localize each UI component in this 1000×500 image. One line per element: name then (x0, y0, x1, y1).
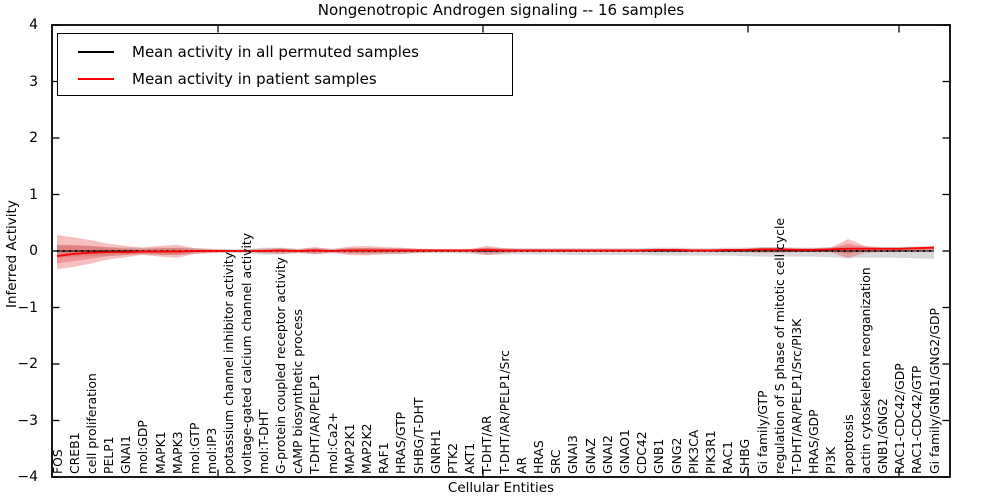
legend-line-permuted-icon (78, 50, 114, 53)
x-axis-label: Cellular Entities (447, 480, 555, 496)
x-tick-label: mol:GDP (135, 420, 151, 474)
x-tick-label: GNAI3 (565, 435, 581, 474)
y-tick-label: −1 (17, 299, 38, 316)
patient-band-inner (57, 243, 934, 264)
y-tick-label: −4 (17, 469, 38, 485)
x-tick-label: PI3K (823, 446, 839, 474)
x-tick-label: HRAS (530, 440, 546, 474)
x-tick-label: cAMP biosynthetic process (290, 309, 306, 474)
x-tick-label: RAC1-CDC42/GTP (909, 365, 925, 474)
axes-box (51, 24, 951, 478)
legend-label-permuted: Mean activity in all permuted samples (132, 42, 419, 61)
x-tick-label: SHBG/T-DHT (410, 397, 426, 474)
legend-item-patient: Mean activity in patient samples (58, 65, 512, 92)
x-tick-label: GNRH1 (427, 429, 443, 474)
x-tick-label: CDC42 (634, 431, 650, 474)
y-tick-label: 1 (29, 186, 38, 203)
x-tick-label: FOS (49, 449, 65, 474)
x-tick-label: RAC1 (720, 441, 736, 474)
x-tick-label: G-protein coupled receptor activity (273, 257, 289, 474)
patient-band-outer (57, 235, 934, 270)
y-tick-label: −3 (17, 412, 38, 429)
x-tick-label: PELP1 (101, 436, 117, 474)
x-tick-label: voltage-gated calcium channel activity (238, 232, 254, 474)
x-tick-label: mol:T-DHT (255, 409, 271, 474)
x-tick-label: mol:GTP (187, 422, 203, 474)
x-tick-label: mol:IP3 (204, 427, 220, 474)
x-tick-label: GNAI1 (118, 435, 134, 474)
patient-mean-line (56, 246, 935, 257)
x-tick-label: Gi family/GTP (754, 390, 770, 474)
x-tick-label: GNB1/GNG2 (874, 398, 890, 474)
x-tick-label: HRAS/GTP (393, 411, 409, 474)
x-tick-label: AR (513, 456, 529, 474)
x-tick-label: T-DHT/AR/PELP1 (307, 373, 323, 474)
x-tick-label: T-DHT/AR/PELP1/Src (496, 350, 512, 474)
x-tick-label: apoptosis (840, 414, 856, 474)
chart-title: Nongenotropic Androgen signaling -- 16 s… (317, 1, 685, 19)
x-tick-label: GNAI2 (599, 435, 615, 474)
x-tick-label: mol:Ca2+ (324, 412, 340, 474)
x-tick-label: CREB1 (66, 432, 82, 474)
x-tick-label: T-DHT/AR (479, 415, 495, 474)
x-tick-label: PTK2 (445, 442, 460, 474)
y-tick-label: 0 (29, 243, 38, 259)
y-tick-label: 2 (29, 130, 38, 146)
x-tick-label: PIK3R1 (702, 430, 718, 474)
x-tick-label: GNAZ (582, 438, 598, 474)
x-tick-label: GNG2 (668, 437, 684, 474)
x-tick-label: Gi family/GNB1/GNG2/GDP (926, 308, 942, 474)
x-tick-label: MAP2K1 (341, 423, 357, 474)
x-tick-label: actin cytoskeleton reorganization (857, 267, 873, 474)
x-tick-label: MAP2K2 (359, 423, 375, 474)
x-tick-label: GNAO1 (616, 429, 632, 474)
x-tick-label: PIK3CA (685, 429, 701, 474)
y-tick-label: 4 (29, 17, 38, 33)
legend-line-patient-icon (78, 77, 114, 80)
permuted-band (57, 245, 934, 259)
x-tick-label: MAPK1 (152, 431, 168, 474)
x-tick-label: T-DHT/AR/PELP1/Src/PI3K (788, 318, 804, 474)
y-tick-label: −2 (17, 356, 38, 372)
x-tick-label: AKT1 (462, 442, 478, 474)
x-tick-label: HRAS/GDP (806, 409, 822, 474)
x-tick-label: regulation of S phase of mitotic cell cy… (771, 217, 787, 474)
y-tick-label: 3 (29, 73, 38, 90)
legend-label-patient: Mean activity in patient samples (132, 69, 377, 88)
legend: Mean activity in all permuted samples Me… (57, 33, 513, 96)
x-tick-label: potassium channel inhibitor activity (221, 251, 237, 474)
x-tick-label: SHBG (737, 438, 753, 474)
legend-item-permuted: Mean activity in all permuted samples (58, 38, 512, 65)
x-tick-label: RAF1 (376, 442, 392, 474)
x-tick-label: cell proliferation (83, 373, 99, 474)
x-tick-label: GNB1 (651, 438, 667, 474)
x-tick-label: MAPK3 (169, 431, 185, 474)
x-tick-label: SRC (548, 449, 564, 474)
x-tick-label: RAC1-CDC42/GDP (892, 363, 908, 474)
